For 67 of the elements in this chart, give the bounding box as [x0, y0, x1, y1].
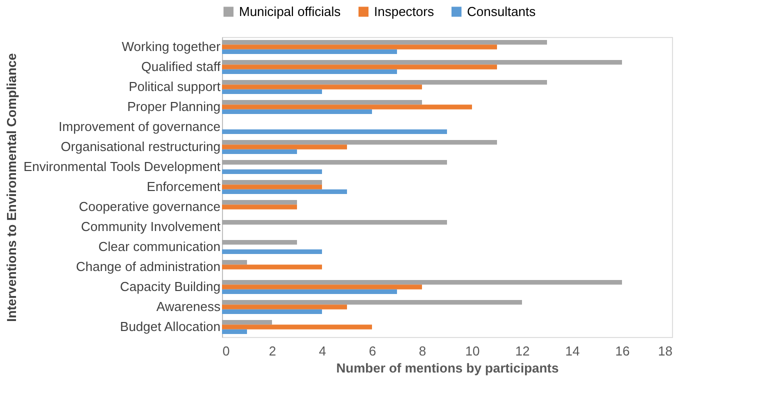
legend-label: Inspectors: [374, 4, 434, 19]
bar: [222, 160, 447, 165]
y-tick-label: Improvement of governance: [58, 119, 220, 134]
x-tick-label: 0: [222, 344, 230, 358]
bar: [222, 84, 422, 90]
x-tick-label: 2: [268, 344, 276, 358]
x-tick-label: 16: [615, 344, 630, 358]
bar: [222, 100, 422, 105]
x-tick-label: 8: [418, 344, 426, 358]
bar: [222, 189, 347, 194]
bar: [222, 300, 522, 305]
x-axis-title: Number of mentions by participants: [336, 360, 559, 376]
bar: [222, 49, 397, 54]
bar: [222, 264, 322, 270]
bar: [222, 180, 322, 185]
x-tick-label: 4: [318, 344, 326, 358]
bar: [222, 80, 547, 85]
bar: [222, 104, 472, 110]
x-tick-label: 6: [368, 344, 376, 358]
legend-label: Municipal officials: [239, 4, 342, 19]
bar: [222, 184, 322, 190]
bar: [222, 144, 347, 150]
bar: [222, 284, 422, 290]
bar: [222, 109, 372, 114]
x-tick-label: 12: [515, 344, 530, 358]
x-tick-label: 14: [565, 344, 580, 358]
bar: [222, 149, 297, 154]
y-tick-label: Organisational restructuring: [60, 139, 220, 154]
y-tick-label: Change of administration: [76, 259, 220, 274]
bar: [222, 140, 497, 145]
bar: [222, 204, 297, 210]
bar: [222, 249, 322, 254]
bar: [222, 324, 372, 330]
y-tick-label: Political support: [128, 79, 221, 94]
bar: [222, 309, 322, 314]
y-tick-label: Capacity Building: [120, 279, 220, 294]
bar: [222, 289, 397, 294]
y-tick-label: Proper Planning: [127, 99, 220, 114]
bar: [222, 220, 447, 225]
bar: [222, 60, 622, 65]
bar: [222, 240, 297, 245]
y-tick-label: Enforcement: [146, 179, 221, 194]
bar: [222, 320, 272, 325]
bar: [222, 280, 622, 285]
bar: [222, 304, 347, 310]
bar: [222, 260, 247, 265]
bar: [222, 169, 322, 174]
bar: [222, 40, 547, 45]
x-tick-label: 18: [658, 344, 672, 358]
y-tick-label: Awareness: [156, 299, 221, 314]
y-tick-label: Budget Allocation: [120, 319, 220, 334]
y-tick-label: Community Involvement: [81, 219, 221, 234]
bar: [222, 200, 297, 205]
y-tick-label: Qualified staff: [141, 59, 221, 74]
x-tick-label: 10: [465, 344, 480, 358]
y-tick-label: Working together: [122, 39, 222, 54]
bar: [222, 89, 322, 94]
bar: [222, 44, 497, 50]
bar: [222, 64, 497, 70]
bar: [222, 329, 247, 334]
legend-label: Consultants: [467, 4, 536, 19]
y-tick-label: Cooperative governance: [78, 199, 220, 214]
bar: [222, 129, 447, 134]
bar: [222, 69, 397, 74]
y-tick-label: Clear communication: [98, 239, 220, 254]
y-tick-label: Environmental Tools Development: [23, 159, 221, 174]
y-axis-title: Interventions to Environmental Compliance: [4, 53, 20, 322]
